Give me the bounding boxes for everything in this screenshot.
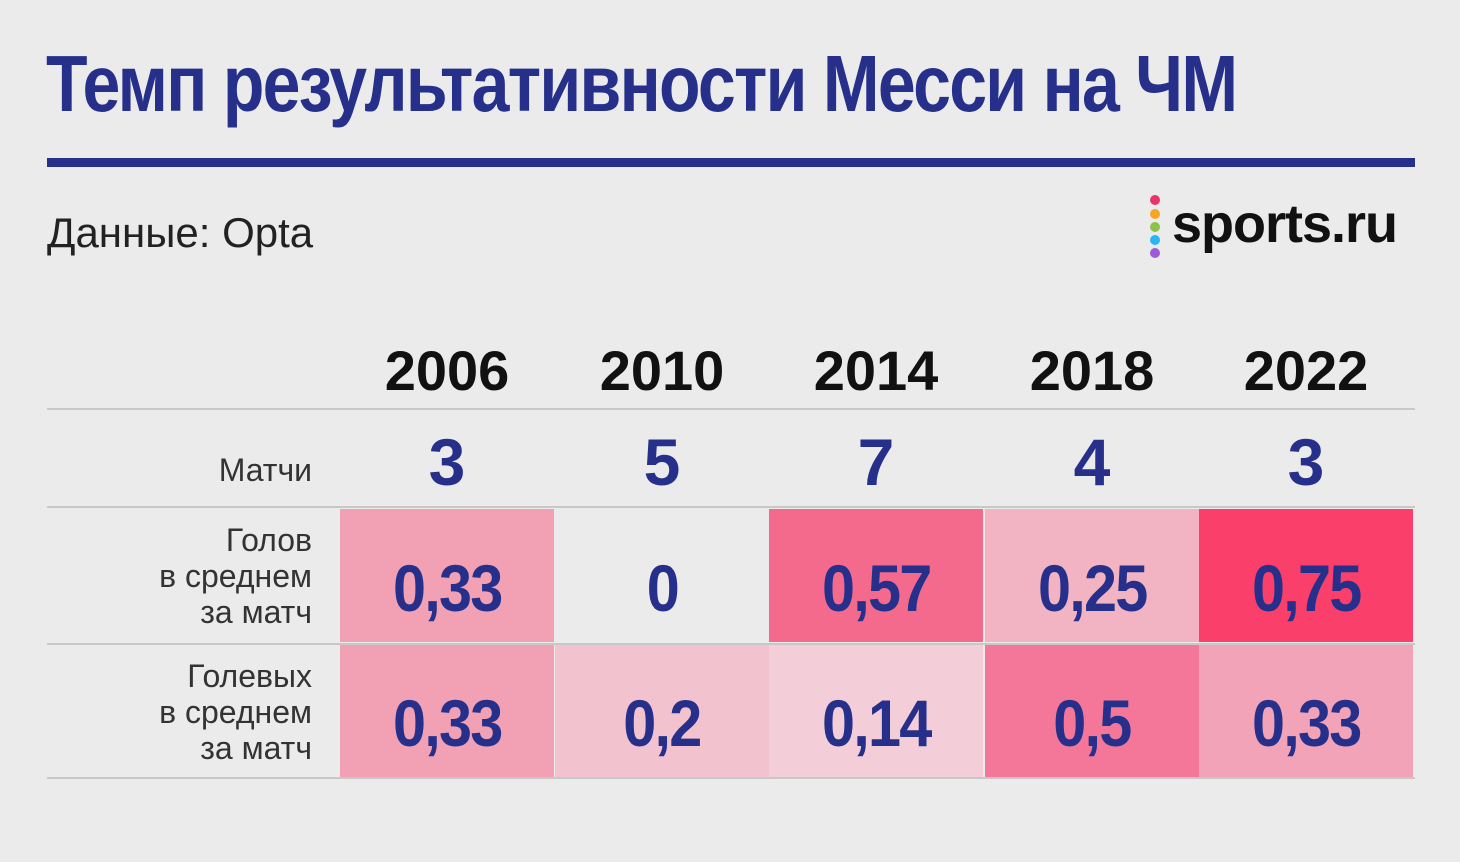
goals-value-2022: 0,75 [1251, 551, 1362, 625]
chart-title: Темп результативности Месси на ЧМ [46, 39, 1238, 128]
title-underline [47, 158, 1415, 167]
logo-dot-4 [1150, 235, 1160, 245]
assists-cell-2010: 0,2 [555, 645, 769, 777]
matches-value-2010: 5 [643, 425, 681, 499]
row-label-goals-line-3: за матч [200, 594, 312, 630]
assists-cell-2018: 0,5 [985, 645, 1199, 777]
logo-dots-icon [1150, 195, 1160, 258]
assists-cell-2014: 0,14 [769, 645, 983, 777]
logo-dot-3 [1150, 222, 1160, 232]
sports-ru-logo: sports.ru [1146, 192, 1416, 262]
row-label-assists-line-3: за матч [200, 730, 312, 766]
row-label-goals-line-1: Голов [225, 522, 312, 558]
matches-value-2006: 3 [428, 425, 466, 499]
year-header-2010: 2010 [599, 339, 725, 402]
assists-value-2018: 0,5 [1053, 686, 1132, 760]
year-header-2022: 2022 [1243, 339, 1369, 402]
assists-cell-2022: 0,33 [1199, 645, 1413, 777]
matches-value-2018: 4 [1073, 425, 1111, 499]
row-label-goals: Голов в среднем за матч [12, 522, 312, 630]
goals-cell-2018: 0,25 [985, 509, 1199, 642]
data-source: Данные: Opta [47, 209, 314, 256]
row-divider-3 [47, 643, 1415, 645]
assists-cell-2006: 0,33 [340, 645, 554, 777]
row-divider-4 [47, 777, 1415, 779]
goals-value-2018: 0,25 [1037, 551, 1148, 625]
year-header-2006: 2006 [384, 339, 510, 402]
row-divider-1 [47, 408, 1415, 410]
logo-dot-5 [1150, 248, 1160, 258]
goals-cell-2014: 0,57 [769, 509, 983, 642]
matches-value-2022: 3 [1287, 425, 1325, 499]
logo-dot-1 [1150, 195, 1160, 205]
assists-value-2006: 0,33 [392, 686, 503, 760]
goals-cell-2006: 0,33 [340, 509, 554, 642]
goals-value-2010: 0 [646, 551, 679, 625]
row-label-matches: Матчи [218, 452, 312, 488]
goals-cell-2022: 0,75 [1199, 509, 1413, 642]
logo-text: sports.ru [1172, 194, 1398, 254]
row-label-assists-line-1: Голевых [187, 658, 312, 694]
row-label-goals-line-2: в среднем [159, 558, 312, 594]
logo-dot-2 [1150, 209, 1160, 219]
matches-value-2014: 7 [857, 425, 895, 499]
row-label-assists-line-2: в среднем [159, 694, 312, 730]
goals-value-2014: 0,57 [821, 551, 932, 625]
row-label-assists: Голевых в среднем за матч [12, 658, 312, 766]
goals-cell-2010: 0 [555, 509, 769, 642]
year-header-2018: 2018 [1029, 339, 1155, 402]
assists-value-2010: 0,2 [623, 686, 702, 760]
assists-value-2014: 0,14 [821, 686, 932, 760]
row-divider-2 [47, 506, 1415, 508]
assists-value-2022: 0,33 [1251, 686, 1362, 760]
year-header-2014: 2014 [813, 339, 939, 402]
goals-value-2006: 0,33 [392, 551, 503, 625]
